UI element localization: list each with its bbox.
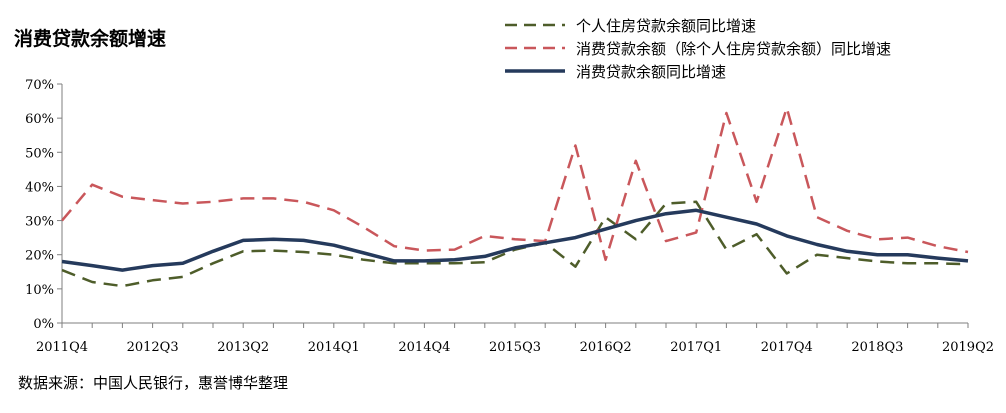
x-tick-label: 2014Q1 (308, 340, 360, 355)
y-tick-label: 70% (25, 78, 54, 93)
x-tick-label: 2015Q3 (489, 340, 541, 355)
legend: 个人住房贷款余额同比增速消费贷款余额（除个人住房贷款余额）同比增速消费贷款余额同… (505, 17, 891, 81)
series-line-2 (61, 106, 969, 262)
x-tick-label: 2017Q1 (670, 340, 722, 355)
series-line-3 (61, 208, 969, 272)
x-tick-label: 2012Q3 (127, 340, 179, 355)
series-layer (61, 106, 969, 288)
series-line-1 (61, 200, 969, 288)
x-tick-label: 2011Q4 (36, 340, 88, 355)
legend-label-2: 消费贷款余额（除个人住房贷款余额）同比增速 (576, 40, 891, 58)
y-tick-label: 0% (33, 317, 54, 332)
x-tick-label: 2014Q4 (398, 340, 450, 355)
chart-title: 消费贷款余额增速 (14, 28, 167, 50)
x-tick-label: 2016Q2 (580, 340, 632, 355)
y-tick-label: 60% (25, 112, 54, 127)
y-tick-label: 50% (25, 146, 54, 161)
x-tick-label: 2013Q2 (217, 340, 269, 355)
y-tick-label: 30% (25, 215, 54, 230)
legend-label-3: 消费贷款余额同比增速 (576, 63, 726, 81)
y-tick-label: 10% (25, 283, 54, 298)
y-tick-label: 40% (25, 180, 54, 195)
x-tick-label: 2017Q4 (761, 340, 813, 355)
x-tick-label: 2018Q3 (851, 340, 903, 355)
source-note: 数据来源：中国人民银行，惠誉博华整理 (18, 374, 289, 392)
axes: 0% 10% 20% 30% 40% 50% 60% 70% 2011Q4 2012Q3 2013Q… (25, 78, 994, 355)
legend-label-1: 个人住房贷款余额同比增速 (576, 17, 756, 35)
x-tick-label: 2019Q2 (942, 340, 994, 355)
y-tick-label: 20% (25, 249, 54, 264)
